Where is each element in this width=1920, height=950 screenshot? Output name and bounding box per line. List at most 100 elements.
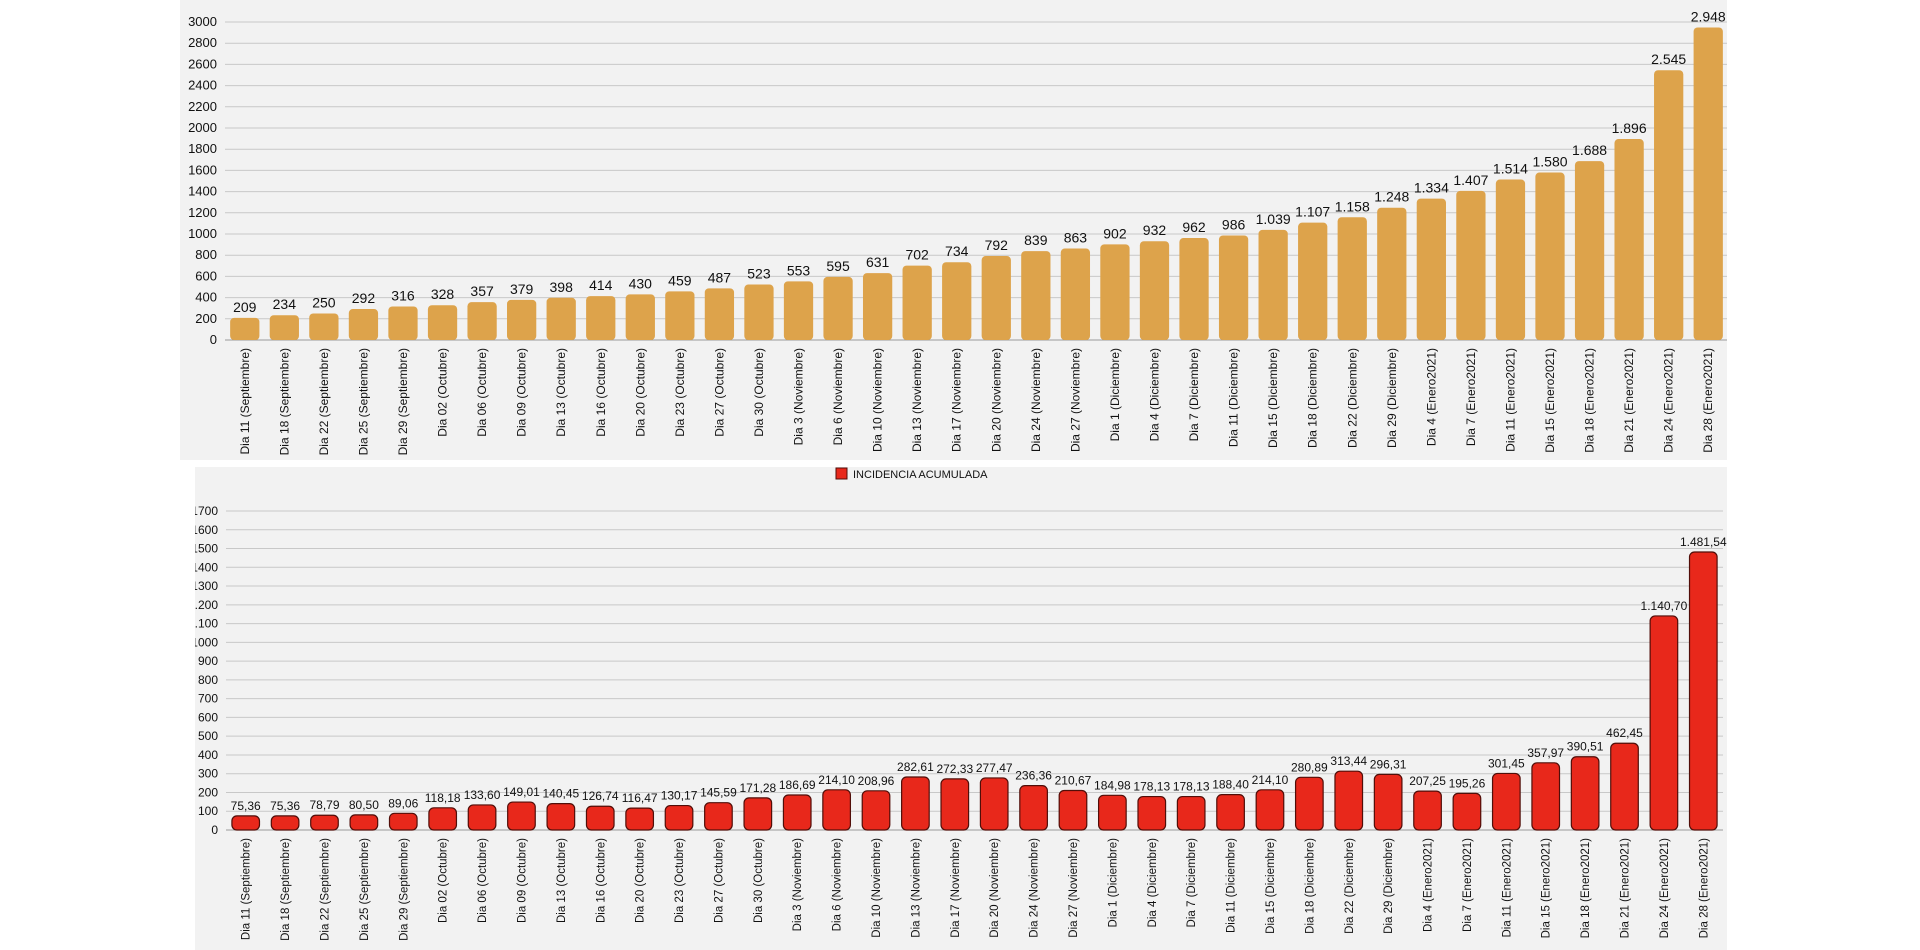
legend-label: INCIDENCIA ACUMULADA [853,469,988,481]
data-label: 292 [352,290,376,306]
data-label: 78,79 [309,798,339,812]
bar [1097,794,1127,831]
data-label: 902 [1103,225,1127,241]
bar [1100,244,1130,340]
category-label: Dia 11 (Enero2021) [1501,838,1513,938]
data-label: 207,25 [1409,774,1446,788]
bar [1373,773,1403,831]
data-label: 214,10 [818,773,855,787]
data-label: 195,26 [1449,776,1486,790]
bar [546,297,576,340]
category-label: Dia 17 (Noviembre) [950,348,964,452]
data-label: 390,51 [1567,740,1604,754]
data-label: 145,59 [700,786,737,800]
y-tick-label: 500 [198,729,218,743]
y-tick-label: 200 [198,785,218,799]
bar [1570,756,1600,831]
category-label: Dia 4 (Diciembre) [1147,838,1159,928]
category-label: Dia 3 (Noviembre) [792,348,806,445]
y-tick-label: 1800 [188,141,217,156]
category-label: Dia 18 (Septiembre) [280,838,292,941]
data-label: 328 [431,286,455,302]
category-label: Dia 15 (Enero2021) [1541,838,1553,939]
bar [1574,161,1605,340]
bar [1416,198,1446,340]
category-label: Dia 22 (Diciembre) [1345,348,1359,448]
chart-top-panel: 0 200 400 600 800 1000 1200 1400 1600 1800 2000 220… [180,0,1727,460]
data-label: 462,45 [1606,726,1643,740]
category-label: Dia 11 (Septiembre) [238,348,252,455]
bar [1139,241,1170,340]
data-label: 459 [668,272,692,288]
category-label: Dia 7 (Diciembre) [1186,838,1198,928]
data-label: 631 [866,254,890,270]
data-label: 184,98 [1094,778,1131,792]
category-label: Dia 13 (Octubre) [554,348,568,437]
category-label: Dia 24 (Noviembre) [1029,348,1043,452]
legend: INCIDENCIA ACUMULADA [835,467,988,481]
category-label: Dia 7 (Enero2021) [1462,838,1474,932]
data-label: 986 [1222,216,1246,232]
category-label: Dia 18 (Diciembre) [1306,348,1320,448]
bar [665,291,695,340]
data-label: 487 [708,269,732,285]
data-label: 1.896 [1612,120,1647,136]
bar [546,803,576,831]
data-label: 839 [1024,232,1048,248]
data-label: 595 [826,258,850,274]
category-label: Dia 09 (Octubre) [516,838,528,923]
bar-chart-top: 0 200 400 600 800 1000 1200 1400 1600 1800 2000 220… [188,9,1727,455]
bar [1137,795,1167,831]
y-tick-label: 3000 [188,14,217,29]
category-label: Dia 23 (Octubre) [674,838,686,923]
category-label: Dia 29 (Diciembre) [1383,838,1395,934]
bar [1294,776,1324,831]
y-tick-label: 600 [198,710,218,724]
category-label: Dia 13 (Noviembre) [910,348,924,452]
data-label: 236,36 [1015,769,1052,783]
bar [1334,770,1364,831]
y-tick-label: 1200 [188,205,217,220]
category-label: Dia 21 (Enero2021) [1622,348,1636,453]
data-label: 430 [629,275,653,291]
data-label: 209 [233,299,257,315]
category-label: Dia 13 (Noviembre) [910,838,922,938]
data-label: 1.514 [1493,161,1528,177]
y-tick-label: 1400 [195,560,218,574]
category-label: Dia 02 (Octubre) [436,348,450,437]
category-label: Dia 7 (Enero2021) [1464,348,1478,446]
bar [1216,794,1245,831]
category-label: Dia 30 (Octubre) [753,838,765,923]
bar [901,776,930,831]
y-tick-label: 1500 [195,542,218,556]
bar [1452,792,1482,831]
y-tick-label: 1700 [195,504,218,518]
data-label: 1.248 [1374,189,1409,205]
data-label: 116,47 [622,791,658,805]
data-label: 118,18 [425,791,461,805]
category-label: Dia 24 (Noviembre) [1029,838,1041,938]
data-label: 1.407 [1453,172,1488,188]
bar [507,801,536,831]
category-label: Dia 29 (Septiembre) [396,348,410,455]
bar [1218,235,1249,340]
category-label: Dia 20 (Noviembre) [989,838,1001,938]
y-tick-label: 900 [198,654,218,668]
data-label: 379 [510,281,534,297]
category-label: Dia 27 (Noviembre) [1068,838,1080,938]
y-tick-label: 1.100 [195,617,218,631]
bar [1058,789,1088,831]
bar [981,256,1011,340]
data-label: 553 [787,262,811,278]
data-label: 414 [589,277,613,293]
category-label: Dia 15 (Enero2021) [1543,348,1557,453]
bar [309,313,339,340]
y-tick-label: 300 [198,767,218,781]
data-label: 2.545 [1651,51,1686,67]
bar [1649,615,1679,831]
bar [979,777,1009,831]
bar [1614,139,1644,340]
data-label: 171,28 [739,781,776,795]
data-label: 277,47 [976,761,1013,775]
bar [1179,238,1209,340]
